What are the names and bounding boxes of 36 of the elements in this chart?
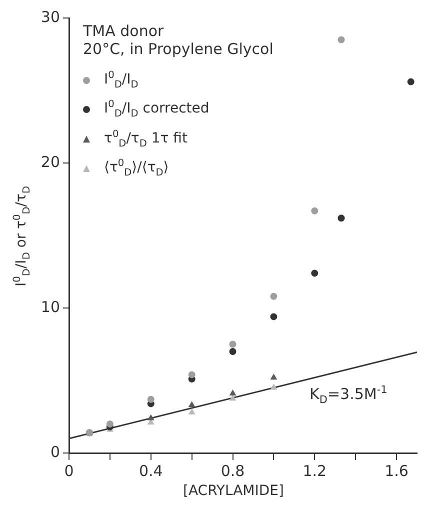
point [311,270,318,277]
point [270,313,278,320]
legend-label: I$^{0}$$_{D}$/I$_{D}$ [104,70,138,90]
legend-label: ⟨τ$^{0}$$_{D}$⟩/⟨τ$_{D}$⟩ [104,158,169,179]
point [229,348,236,355]
y-tick-label: 0 [50,442,60,461]
point [311,207,318,214]
y-tick-label: 20 [40,152,60,171]
x-tick-label: 0.4 [138,462,163,480]
y-tick-label: 10 [40,298,60,316]
x-axis-title: [ACRYLAMIDE] [183,483,284,499]
text: 20°C, in Propylene Glycol [83,40,274,58]
legend-label: τ$^{0}$$_{D}$/τ$_{D}$ 1τ fit [104,128,188,150]
point [407,78,414,86]
point [338,36,345,44]
point [270,292,278,300]
point [270,384,277,390]
point [270,374,277,380]
point [188,371,196,378]
x-tick-label: 1.6 [384,462,408,480]
chart-title: TMA donor [83,22,164,40]
legend-label: I$^{0}$$_{D}$/I$_{D}$ corrected [104,99,210,120]
series-label: K$_{D}$=3.5M$^{-1}$ [310,384,388,406]
point [106,420,114,428]
point [230,395,236,401]
point [148,414,154,420]
point [230,390,236,396]
point [229,340,236,348]
point [188,402,195,408]
x-tick-label: 0.8 [220,462,245,480]
point [338,214,345,222]
x-tick-label: 0 [64,462,74,480]
point [188,408,195,414]
y-tick-label: 30 [40,8,60,26]
x-tick-label: 1.2 [302,462,327,480]
point [147,396,154,403]
